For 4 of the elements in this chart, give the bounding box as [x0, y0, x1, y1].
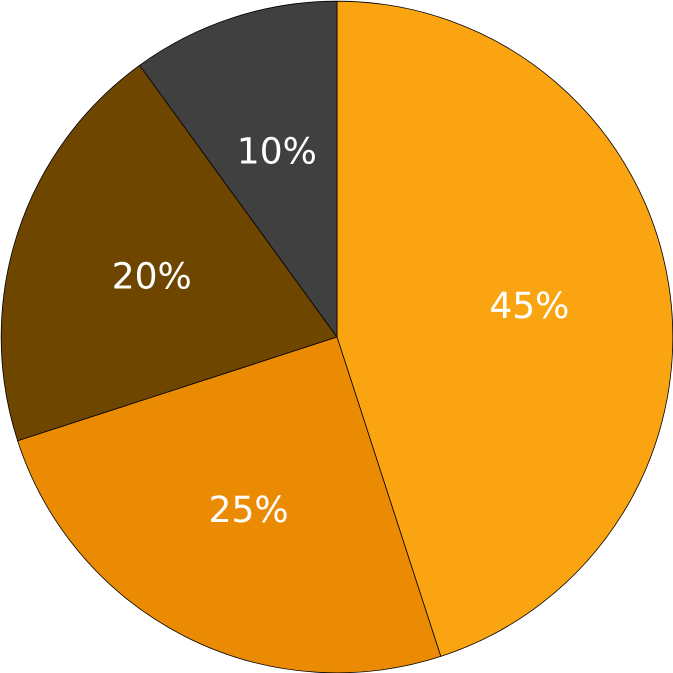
data-label: 10%	[236, 131, 317, 172]
data-label: 25%	[208, 490, 289, 532]
data-label: 20%	[112, 256, 192, 298]
data-label: 45%	[489, 286, 570, 328]
